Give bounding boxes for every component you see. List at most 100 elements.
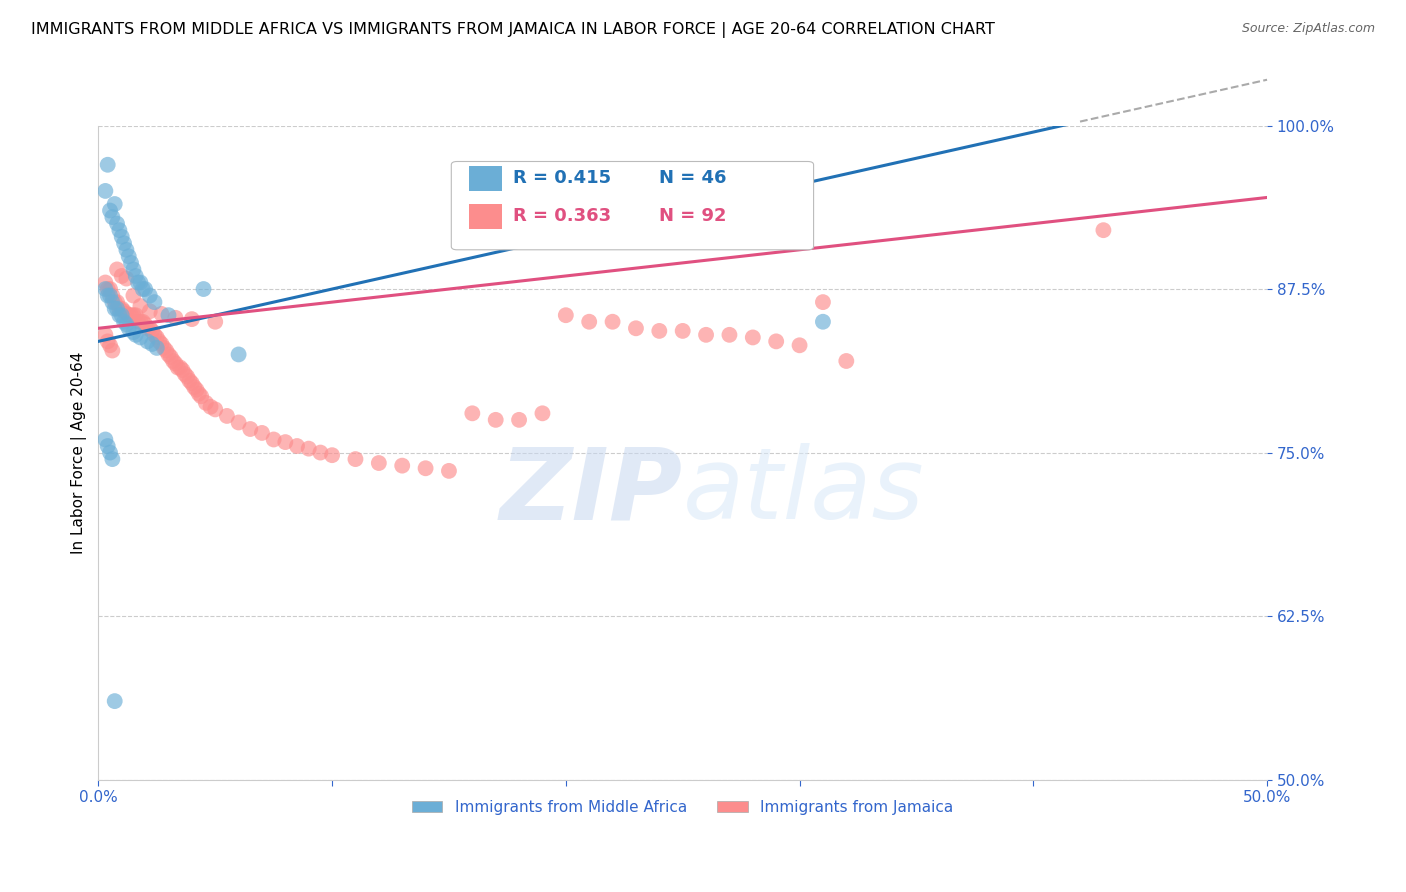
Point: [179, 374, 201, 388]
Point: [150, 337, 173, 351]
Point: [461, 406, 484, 420]
Point: [139, 321, 162, 335]
Point: [118, 249, 141, 263]
Point: [391, 458, 413, 473]
Point: [97, 288, 120, 302]
Text: IMMIGRANTS FROM MIDDLE AFRICA VS IMMIGRANTS FROM JAMAICA IN LABOR FORCE | AGE 20: IMMIGRANTS FROM MIDDLE AFRICA VS IMMIGRA…: [31, 22, 995, 38]
Point: [204, 315, 226, 329]
Point: [125, 327, 148, 342]
Point: [367, 456, 389, 470]
Point: [122, 262, 145, 277]
Point: [105, 217, 128, 231]
Point: [298, 442, 321, 456]
Point: [180, 376, 202, 391]
Point: [129, 330, 152, 344]
Point: [127, 315, 149, 329]
Point: [228, 416, 250, 430]
Point: [118, 308, 141, 322]
Point: [125, 268, 148, 283]
Point: [101, 288, 124, 302]
Point: [125, 308, 148, 322]
Point: [172, 363, 194, 377]
Point: [108, 223, 131, 237]
Point: [624, 321, 647, 335]
Text: ZIP: ZIP: [499, 443, 683, 541]
Point: [263, 433, 285, 447]
Point: [127, 276, 149, 290]
Point: [309, 445, 332, 459]
Point: [186, 383, 208, 397]
Point: [146, 330, 169, 344]
Point: [648, 324, 671, 338]
Point: [176, 369, 198, 384]
Point: [139, 304, 162, 318]
Point: [115, 271, 138, 285]
Point: [98, 203, 121, 218]
Point: [508, 413, 530, 427]
Point: [148, 334, 170, 349]
Point: [108, 308, 131, 322]
Point: [344, 452, 367, 467]
Point: [187, 386, 209, 401]
Point: [578, 315, 600, 329]
Text: R = 0.415: R = 0.415: [513, 169, 612, 186]
Legend: Immigrants from Middle Africa, Immigrants from Jamaica: Immigrants from Middle Africa, Immigrant…: [406, 794, 960, 821]
Point: [132, 282, 155, 296]
Point: [120, 308, 142, 322]
Point: [98, 282, 121, 296]
Point: [204, 402, 226, 417]
Point: [129, 299, 152, 313]
Point: [811, 315, 834, 329]
Point: [94, 282, 117, 296]
Point: [152, 341, 174, 355]
Point: [104, 301, 127, 316]
Point: [134, 318, 156, 332]
Point: [115, 318, 138, 332]
Point: [132, 315, 155, 329]
Point: [122, 288, 145, 302]
Point: [190, 389, 212, 403]
Point: [321, 448, 343, 462]
Point: [94, 327, 117, 342]
Point: [789, 338, 811, 352]
Point: [165, 357, 187, 371]
Y-axis label: In Labor Force | Age 20-64: In Labor Force | Age 20-64: [72, 351, 87, 554]
Point: [105, 262, 128, 277]
Point: [173, 367, 195, 381]
Point: [105, 301, 128, 316]
Text: N = 92: N = 92: [659, 207, 727, 225]
Point: [437, 464, 460, 478]
Point: [111, 308, 134, 322]
Point: [718, 327, 741, 342]
Point: [104, 694, 127, 708]
Point: [274, 435, 297, 450]
Point: [165, 310, 187, 325]
Point: [97, 439, 120, 453]
Point: [169, 360, 191, 375]
Point: [415, 461, 437, 475]
Point: [101, 452, 124, 467]
Point: [835, 354, 858, 368]
Point: [194, 396, 217, 410]
Point: [101, 343, 124, 358]
Point: [101, 295, 124, 310]
Point: [143, 295, 166, 310]
Point: [695, 327, 717, 342]
Point: [250, 425, 273, 440]
Point: [141, 324, 163, 338]
Point: [162, 354, 184, 368]
Text: R = 0.363: R = 0.363: [513, 207, 612, 225]
Point: [141, 337, 163, 351]
Point: [228, 347, 250, 361]
Point: [602, 315, 624, 329]
Point: [112, 315, 135, 329]
Point: [118, 321, 141, 335]
Point: [112, 304, 135, 318]
Point: [122, 308, 145, 322]
FancyBboxPatch shape: [468, 166, 502, 191]
Point: [115, 307, 138, 321]
Point: [111, 268, 134, 283]
Point: [111, 229, 134, 244]
Point: [112, 236, 135, 251]
Point: [122, 325, 145, 339]
